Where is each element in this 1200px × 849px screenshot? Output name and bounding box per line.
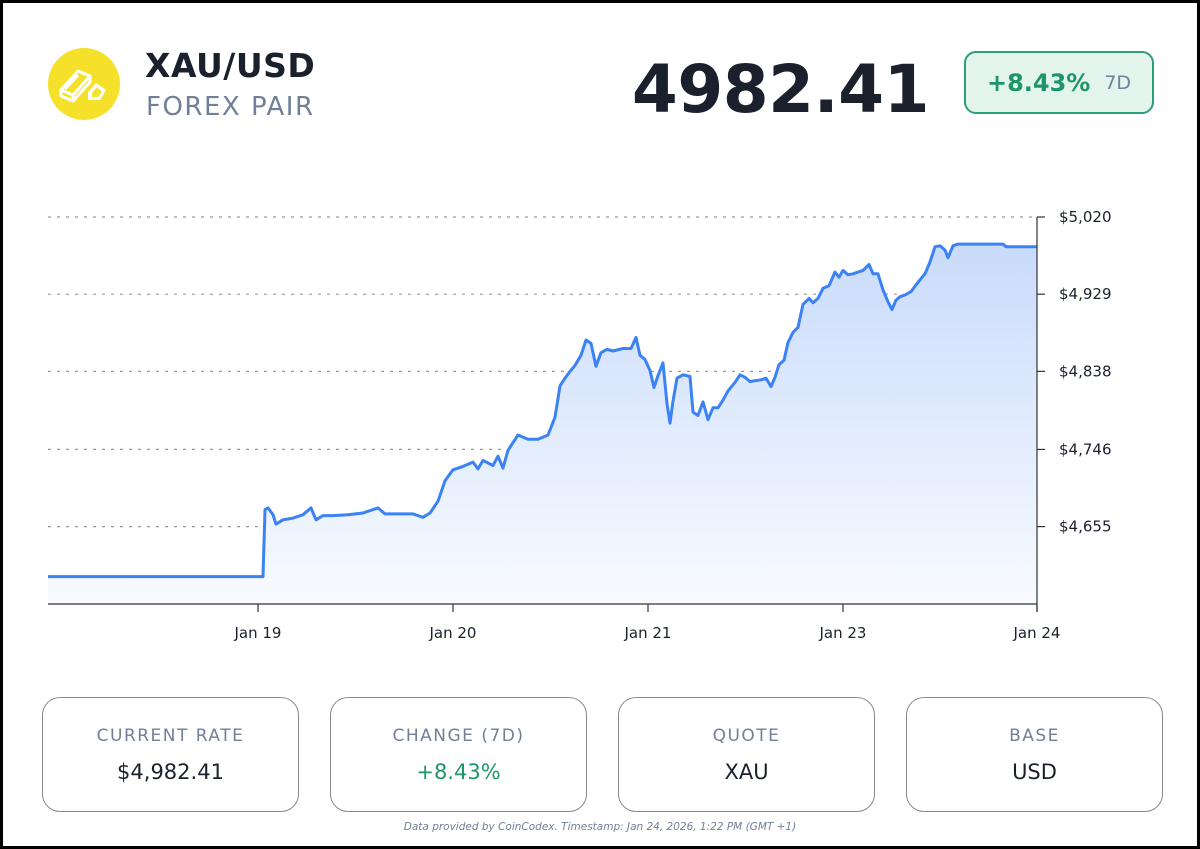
y-tick-label: $5,020 (1059, 208, 1112, 226)
card-value: +8.43% (416, 759, 501, 784)
card-value: $4,982.41 (117, 759, 224, 784)
y-tick-label: $4,746 (1059, 440, 1112, 458)
x-tick-label: Jan 24 (1013, 624, 1061, 642)
logo (48, 48, 120, 120)
y-tick-label: $4,655 (1059, 518, 1112, 536)
x-tick-label: Jan 19 (234, 624, 282, 642)
chart-gridlines (48, 216, 1037, 528)
pair-title: XAU/USD (145, 46, 316, 85)
change-badge: +8.43% 7D (964, 51, 1154, 114)
price-chart: $5,020$4,929$4,838$4,746$4,655 Jan 19 Jan… (48, 208, 1112, 642)
card-quote: QUOTE XAU (618, 697, 875, 812)
card-label: BASE (1009, 725, 1060, 746)
current-price: 4982.41 (631, 51, 930, 128)
chart-area-fill (48, 244, 1037, 604)
card-value: XAU (724, 759, 769, 784)
y-tick-label: $4,838 (1059, 362, 1112, 380)
badge-change-value: +8.43% (986, 68, 1091, 97)
card-value: USD (1012, 759, 1057, 784)
stat-cards: CURRENT RATE $4,982.41 CHANGE (7D) +8.43… (42, 697, 1163, 812)
card-label: CURRENT RATE (96, 725, 245, 746)
x-axis-ticks: Jan 19 Jan 20 Jan 21 Jan 23 Jan 24 (234, 604, 1061, 642)
gold-bars-icon (59, 69, 106, 103)
card-base: BASE USD (906, 697, 1163, 812)
badge-period: 7D (1104, 71, 1132, 94)
x-tick-label: Jan 23 (819, 624, 867, 642)
pair-subtitle: FOREX PAIR (146, 92, 315, 122)
y-tick-label: $4,929 (1059, 285, 1112, 303)
card-current-rate: CURRENT RATE $4,982.41 (42, 697, 299, 812)
y-axis-ticks: $5,020 $4,929 $4,838 $4,746 $4,655 (1037, 208, 1112, 536)
chart-price-line (48, 242, 1037, 579)
card-label: QUOTE (712, 725, 781, 746)
card-change: CHANGE (7D) +8.43% (330, 697, 587, 812)
x-tick-label: Jan 20 (429, 624, 477, 642)
x-tick-label: Jan 21 (624, 624, 672, 642)
data-attribution: Data provided by CoinCodex. Timestamp: J… (403, 821, 797, 833)
card-label: CHANGE (7D) (392, 725, 525, 746)
